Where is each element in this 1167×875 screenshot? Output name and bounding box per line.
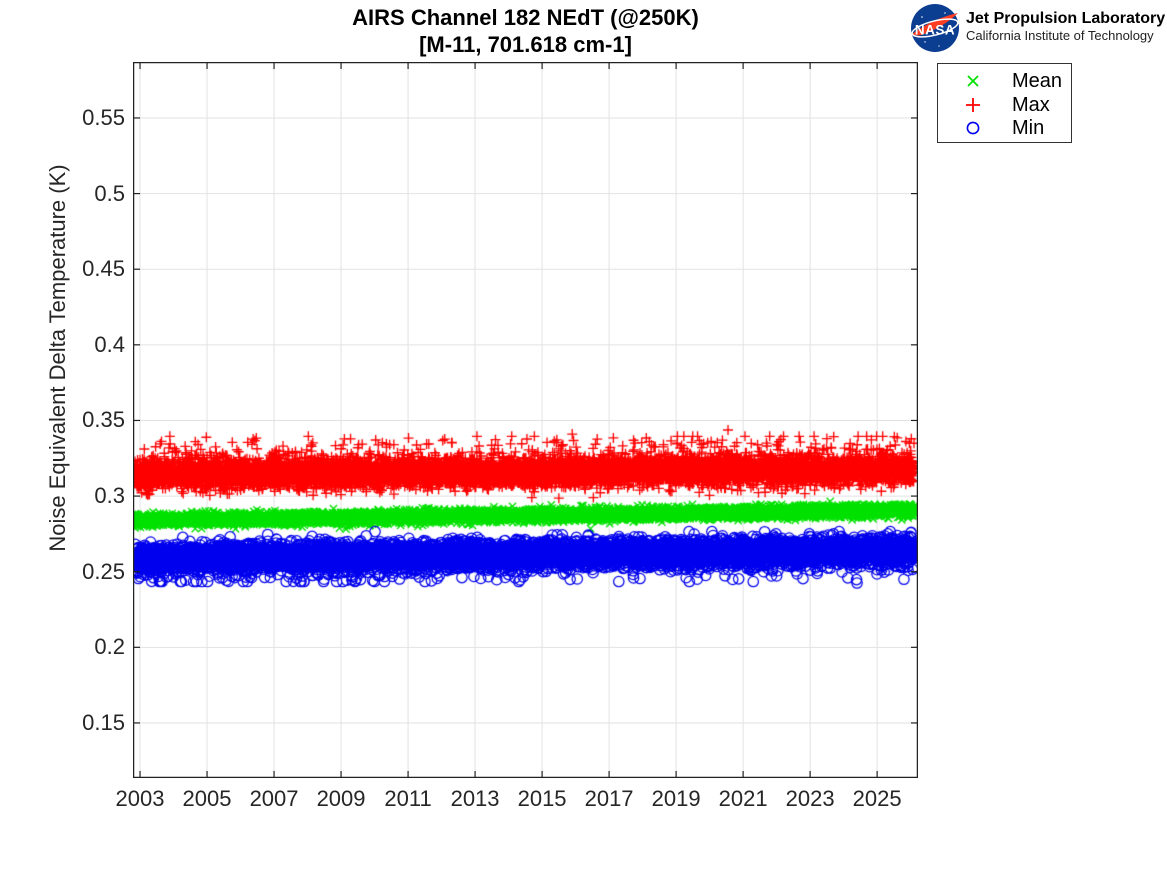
legend-item-mean: Mean <box>938 69 1071 93</box>
x-tick-label: 2005 <box>182 786 232 811</box>
x-tick-label: 2025 <box>852 786 902 811</box>
legend-item-min: Min <box>938 116 1071 140</box>
y-tick-label: 0.5 <box>94 180 125 206</box>
legend-label-mean: Mean <box>1012 70 1063 92</box>
x-tick-label: 2007 <box>249 786 299 811</box>
legend-box: Mean Max Min <box>937 63 1072 143</box>
x-tick-label: 2003 <box>115 786 165 811</box>
svg-text:NASA: NASA <box>915 23 955 38</box>
x-tick-label: 2011 <box>384 786 432 811</box>
org-name: Jet Propulsion Laboratory <box>966 10 1166 27</box>
scatter-data-layer <box>133 62 918 778</box>
chart-title: AIRS Channel 182 NEdT (@250K) [M-11, 701… <box>133 4 918 58</box>
mean-x-marker-icon <box>967 75 979 87</box>
org-subtitle: California Institute of Technology <box>966 28 1154 43</box>
nasa-logo-icon: NASA <box>911 4 959 52</box>
y-tick-label: 0.25 <box>82 558 125 584</box>
branding-block: NASA Jet Propulsion Laboratory Californi… <box>906 2 1166 54</box>
legend-label-max: Max <box>1012 94 1050 116</box>
y-tick-label: 0.2 <box>94 634 125 660</box>
y-tick-label: 0.4 <box>94 331 125 357</box>
x-tick-label: 2023 <box>785 786 835 811</box>
y-tick-label: 0.3 <box>94 483 125 509</box>
x-tick-label: 2009 <box>316 786 366 811</box>
x-tick-label: 2017 <box>584 786 634 811</box>
x-tick-label: 2015 <box>517 786 567 811</box>
y-tick-label: 0.45 <box>82 256 125 282</box>
legend-item-max: Max <box>938 93 1071 117</box>
legend-label-min: Min <box>1012 117 1045 139</box>
y-tick-label: 0.55 <box>82 104 125 130</box>
chart-title-line2: [M-11, 701.618 cm-1] <box>419 32 632 57</box>
plot-area <box>133 62 918 778</box>
y-tick-label: 0.15 <box>82 709 125 735</box>
y-tick-label: 0.35 <box>82 407 125 433</box>
min-circle-marker-icon <box>966 121 980 135</box>
max-plus-marker-icon <box>966 98 980 112</box>
chart-title-line1: AIRS Channel 182 NEdT (@250K) <box>352 5 699 30</box>
x-tick-label: 2021 <box>718 786 768 811</box>
x-tick-label: 2013 <box>450 786 500 811</box>
x-tick-label: 2019 <box>651 786 701 811</box>
